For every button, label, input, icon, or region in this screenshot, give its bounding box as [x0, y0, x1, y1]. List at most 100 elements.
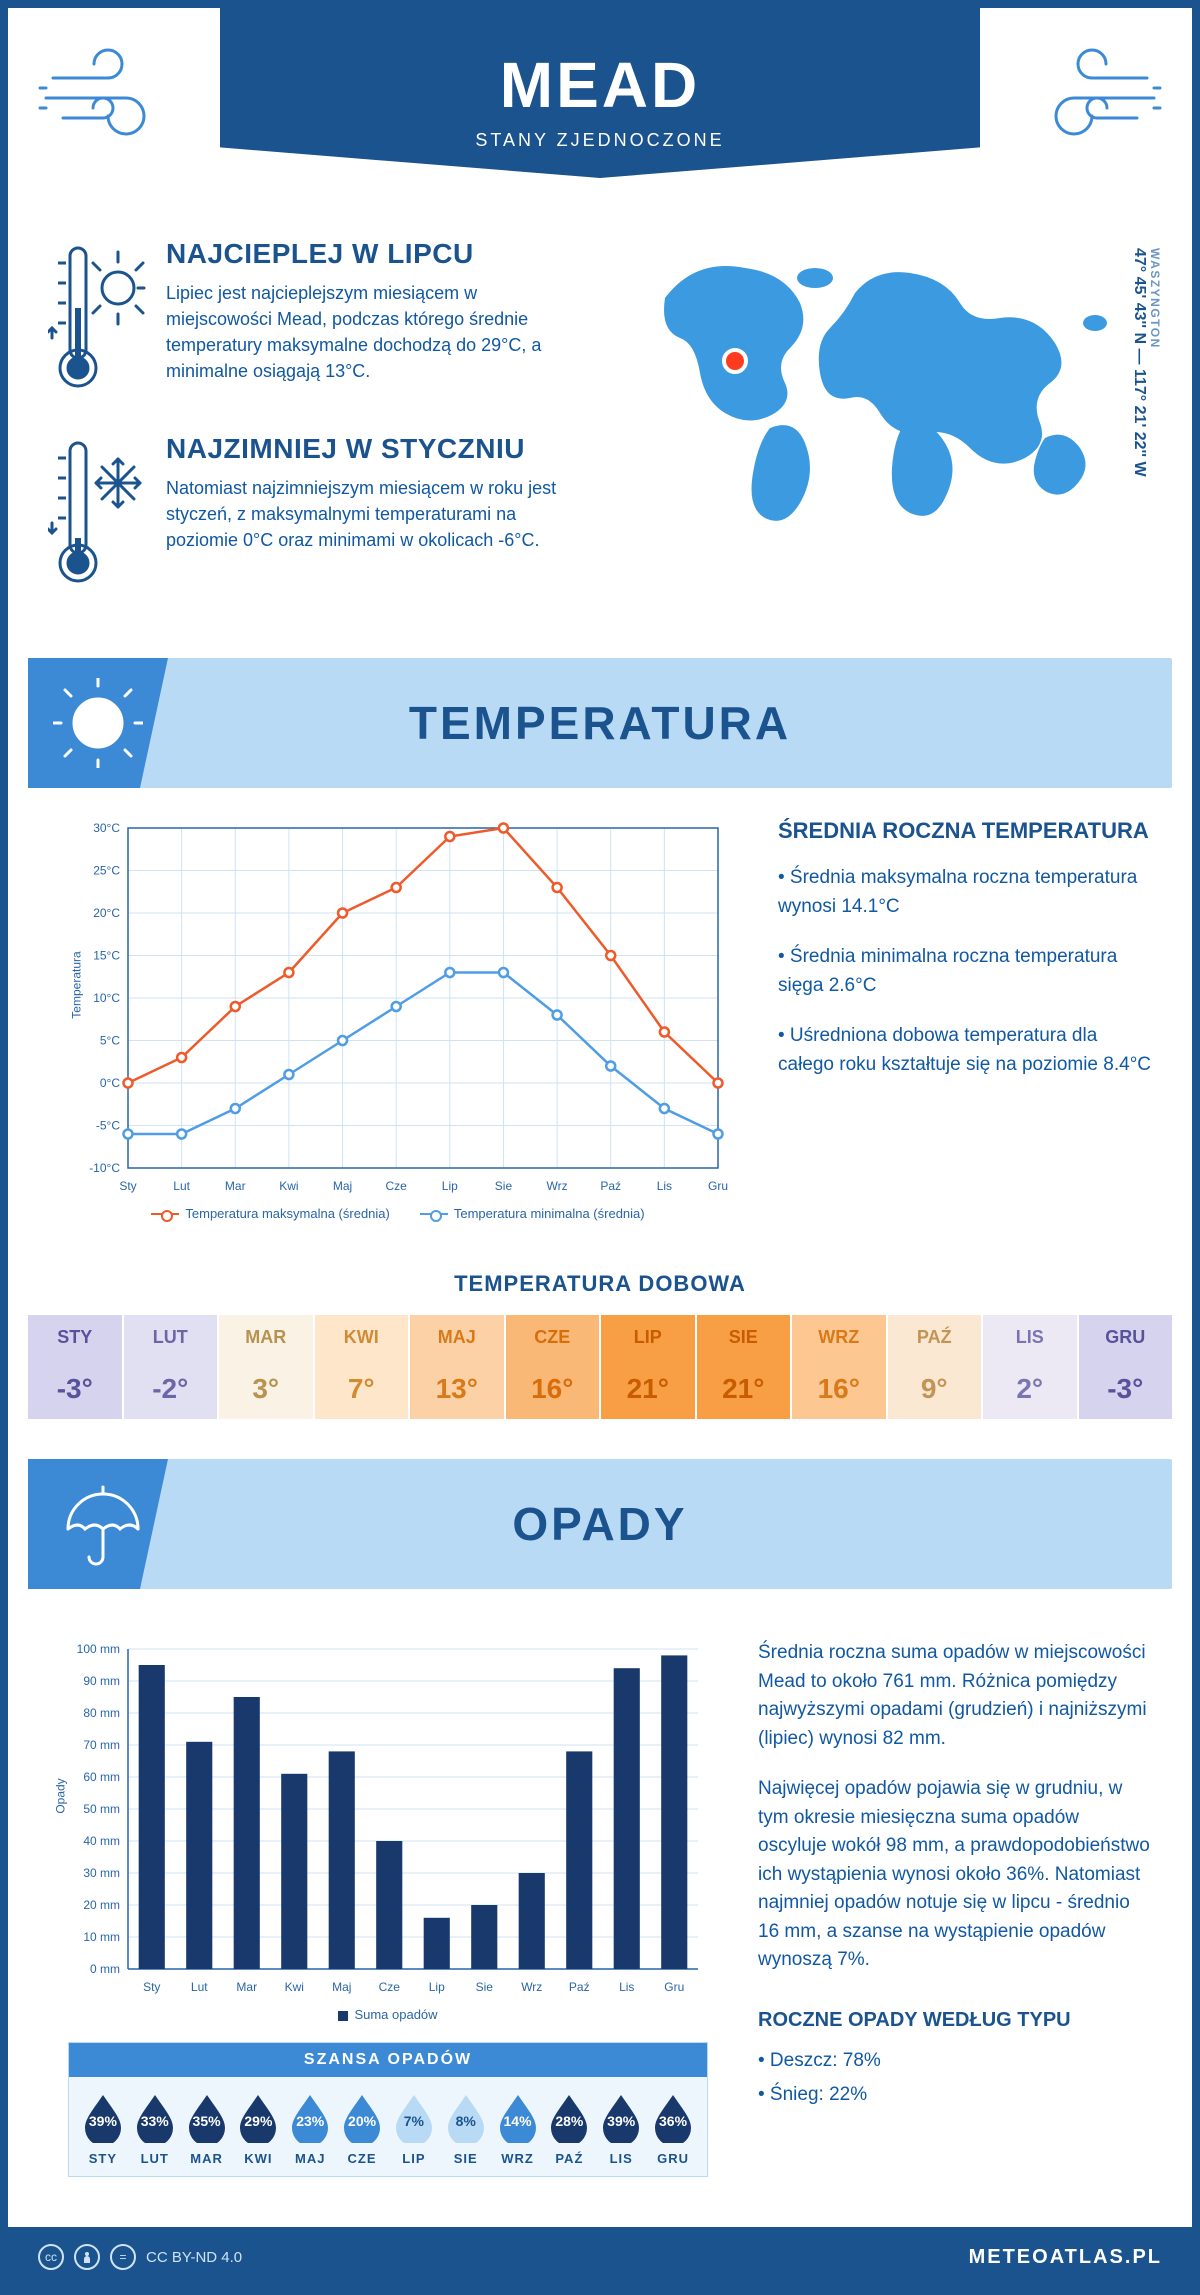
- svg-text:80 mm: 80 mm: [83, 1706, 120, 1720]
- chance-cell: 36% GRU: [647, 2093, 699, 2166]
- svg-text:Lip: Lip: [429, 1980, 445, 1994]
- precip-p1: Średnia roczna suma opadów w miejscowośc…: [758, 1639, 1152, 1753]
- coldest-text: Natomiast najzimniejszym miesiącem w rok…: [166, 475, 588, 553]
- svg-text:Lis: Lis: [619, 1980, 634, 1994]
- title-ribbon: MEAD STANY ZJEDNOCZONE: [220, 8, 980, 178]
- legend-max: Temperatura maksymalna (średnia): [185, 1206, 389, 1221]
- svg-text:Kwi: Kwi: [279, 1179, 298, 1193]
- svg-text:0 mm: 0 mm: [90, 1962, 120, 1976]
- temperature-title: TEMPERATURA: [409, 696, 791, 750]
- svg-text:Lip: Lip: [442, 1179, 458, 1193]
- world-map-block: WASZYNGTON 47° 45' 43'' N — 117° 21' 22'…: [618, 238, 1152, 628]
- precip-chart-legend: Suma opadów: [68, 2007, 708, 2022]
- svg-text:Mar: Mar: [236, 1980, 257, 1994]
- footer: cc = CC BY-ND 4.0 METEOATLAS.PL: [8, 2227, 1192, 2287]
- hottest-title: NAJCIEPLEJ W LIPCU: [166, 238, 588, 270]
- sun-icon: [28, 658, 168, 788]
- svg-text:Sty: Sty: [143, 1980, 160, 1994]
- temperature-line-chart: Temperatura -10°C-5°C0°C5°C10°C15°C20°C2…: [68, 818, 728, 1198]
- chance-cell: 7% LIP: [388, 2093, 440, 2166]
- daily-temp-cell: GRU -3°: [1079, 1315, 1173, 1419]
- svg-text:Paź: Paź: [600, 1179, 621, 1193]
- svg-text:Mar: Mar: [225, 1179, 246, 1193]
- svg-text:Kwi: Kwi: [285, 1980, 304, 1994]
- daily-temp-table: STY -3°LUT -2°MAR 3°KWI 7°MAJ 13°CZE 16°…: [28, 1315, 1172, 1419]
- daily-temp-cell: MAJ 13°: [410, 1315, 504, 1419]
- coldest-title: NAJZIMNIEJ W STYCZNIU: [166, 433, 588, 465]
- hottest-month-block: NAJCIEPLEJ W LIPCU Lipiec jest najcieple…: [48, 238, 588, 403]
- daily-temp-cell: WRZ 16°: [792, 1315, 886, 1419]
- svg-text:90 mm: 90 mm: [83, 1674, 120, 1688]
- chance-cell: 14% WRZ: [492, 2093, 544, 2166]
- state-label: WASZYNGTON: [1148, 248, 1162, 471]
- by-icon: [74, 2244, 100, 2270]
- chance-cell: 29% KWI: [232, 2093, 284, 2166]
- svg-text:Lis: Lis: [657, 1179, 672, 1193]
- avg-temp-line: • Uśredniona dobowa temperatura dla całe…: [778, 1022, 1152, 1079]
- precip-y-axis-label: Opady: [54, 1778, 68, 1813]
- precip-type-heading: ROCZNE OPADY WEDŁUG TYPU: [758, 2005, 1152, 2035]
- avg-temp-line: • Średnia maksymalna roczna temperatura …: [778, 864, 1152, 921]
- precipitation-bar-chart: Opady 0 mm10 mm20 mm30 mm40 mm50 mm60 mm…: [68, 1639, 708, 1999]
- svg-text:Wrz: Wrz: [521, 1980, 542, 1994]
- svg-text:10 mm: 10 mm: [83, 1930, 120, 1944]
- svg-text:15°C: 15°C: [93, 949, 120, 963]
- thermometer-cold-icon: [48, 433, 148, 598]
- temp-y-axis-label: Temperatura: [70, 951, 84, 1018]
- svg-text:Cze: Cze: [379, 1980, 401, 1994]
- daily-temp-cell: KWI 7°: [315, 1315, 409, 1419]
- chance-cell: 23% MAJ: [284, 2093, 336, 2166]
- svg-text:Maj: Maj: [332, 1980, 351, 1994]
- temp-chart-legend: Temperatura maksymalna (średnia) Tempera…: [68, 1206, 728, 1221]
- chance-cell: 33% LUT: [129, 2093, 181, 2166]
- daily-temp-cell: LUT -2°: [124, 1315, 218, 1419]
- world-map-icon: [625, 238, 1145, 538]
- precipitation-section-header: OPADY: [28, 1459, 1172, 1589]
- svg-text:Maj: Maj: [333, 1179, 352, 1193]
- svg-text:60 mm: 60 mm: [83, 1770, 120, 1784]
- map-location-pin: [722, 348, 748, 374]
- site-name: METEOATLAS.PL: [969, 2246, 1162, 2269]
- svg-text:Sie: Sie: [476, 1980, 494, 1994]
- legend-min: Temperatura minimalna (średnia): [454, 1206, 645, 1221]
- svg-text:Cze: Cze: [386, 1179, 408, 1193]
- daily-temp-cell: MAR 3°: [219, 1315, 313, 1419]
- chance-cell: 35% MAR: [181, 2093, 233, 2166]
- nd-icon: =: [110, 2244, 136, 2270]
- coldest-month-block: NAJZIMNIEJ W STYCZNIU Natomiast najzimni…: [48, 433, 588, 598]
- page-subtitle: STANY ZJEDNOCZONE: [475, 130, 724, 151]
- header-banner: MEAD STANY ZJEDNOCZONE: [8, 8, 1192, 218]
- svg-text:0°C: 0°C: [100, 1076, 120, 1090]
- svg-text:70 mm: 70 mm: [83, 1738, 120, 1752]
- svg-text:Gru: Gru: [664, 1980, 684, 1994]
- daily-temp-cell: PAŹ 9°: [888, 1315, 982, 1419]
- avg-temp-line: • Średnia minimalna roczna temperatura s…: [778, 943, 1152, 1000]
- svg-text:25°C: 25°C: [93, 864, 120, 878]
- page-title: MEAD: [500, 48, 700, 122]
- precip-legend-label: Suma opadów: [354, 2007, 437, 2022]
- svg-text:100 mm: 100 mm: [77, 1642, 120, 1656]
- precip-type-line: • Deszcz: 78%: [758, 2047, 1152, 2076]
- svg-text:20 mm: 20 mm: [83, 1898, 120, 1912]
- avg-temp-info: ŚREDNIA ROCZNA TEMPERATURA • Średnia mak…: [778, 818, 1152, 1221]
- precip-type-line: • Śnieg: 22%: [758, 2081, 1152, 2110]
- svg-text:10°C: 10°C: [93, 991, 120, 1005]
- svg-text:Sie: Sie: [495, 1179, 513, 1193]
- svg-text:Gru: Gru: [708, 1179, 728, 1193]
- precip-info: Średnia roczna suma opadów w miejscowośc…: [758, 1639, 1152, 2177]
- svg-text:5°C: 5°C: [100, 1034, 120, 1048]
- daily-temp-cell: STY -3°: [28, 1315, 122, 1419]
- svg-text:-10°C: -10°C: [89, 1161, 120, 1175]
- cc-icon: cc: [38, 2244, 64, 2270]
- chance-cell: 28% PAŹ: [543, 2093, 595, 2166]
- svg-text:30°C: 30°C: [93, 821, 120, 835]
- chance-title: SZANSA OPADÓW: [69, 2043, 707, 2077]
- svg-text:30 mm: 30 mm: [83, 1866, 120, 1880]
- daily-temp-title: TEMPERATURA DOBOWA: [8, 1271, 1192, 1297]
- svg-text:Sty: Sty: [119, 1179, 136, 1193]
- temperature-section-header: TEMPERATURA: [28, 658, 1172, 788]
- precip-p2: Najwięcej opadów pojawia się w grudniu, …: [758, 1775, 1152, 1975]
- wind-decoration-right: [1022, 43, 1162, 148]
- svg-text:Lut: Lut: [191, 1980, 208, 1994]
- precipitation-chance-strip: SZANSA OPADÓW 39% STY 33% LUT 35%: [68, 2042, 708, 2177]
